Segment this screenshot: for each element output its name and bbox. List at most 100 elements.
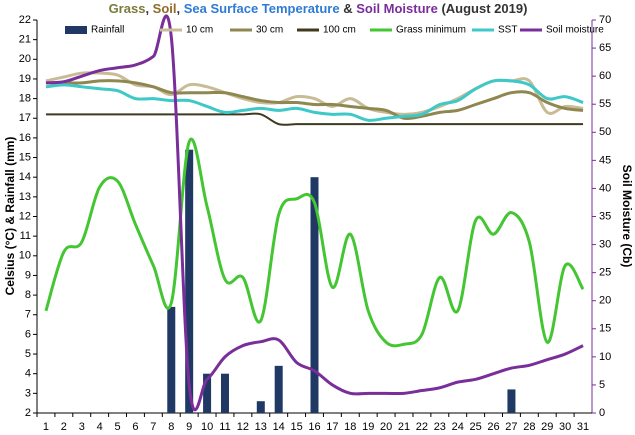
x-tick-label: 23 xyxy=(434,421,446,433)
y2-tick-label: 20 xyxy=(599,295,611,307)
title-part: , xyxy=(177,1,184,16)
rain-bar xyxy=(185,149,194,413)
x-tick-label: 20 xyxy=(380,421,392,433)
legend-label: 10 cm xyxy=(186,25,213,36)
line-series xyxy=(45,78,584,122)
title-part: & xyxy=(340,1,357,16)
x-tick-label: 15 xyxy=(290,421,302,433)
legend-label: SST xyxy=(498,25,517,36)
x-tick-label: 21 xyxy=(398,421,410,433)
chart-title: Grass, Soil, Sea Surface Temperature & S… xyxy=(109,1,528,16)
x-tick-label: 27 xyxy=(505,421,517,433)
y2-tick-label: 70 xyxy=(599,14,611,26)
y2-tick-label: 5 xyxy=(599,379,605,391)
y-tick-label: 19 xyxy=(19,73,31,85)
x-tick-label: 13 xyxy=(255,421,267,433)
x-tick-label: 10 xyxy=(201,421,213,433)
x-tick-label: 5 xyxy=(115,421,121,433)
y-tick-label: 10 xyxy=(19,250,31,262)
rain-bar xyxy=(507,389,516,413)
x-tick-label: 11 xyxy=(219,421,230,433)
y-tick-label: 3 xyxy=(25,387,31,399)
y-tick-label: 22 xyxy=(19,14,31,26)
title-part: (August 2019) xyxy=(438,1,528,16)
rain-bar xyxy=(220,373,229,413)
x-tick-label: 17 xyxy=(326,421,338,433)
x-tick-label: 18 xyxy=(344,421,356,433)
x-tick-label: 31 xyxy=(577,421,589,433)
x-tick-label: 12 xyxy=(237,421,249,433)
x-tick-label: 8 xyxy=(168,421,174,433)
x-tick-label: 26 xyxy=(487,421,499,433)
title-part: Soil Moisture xyxy=(356,1,438,16)
line-series xyxy=(45,79,584,120)
y-tick-label: 15 xyxy=(19,151,31,163)
y2-tick-label: 10 xyxy=(599,351,611,363)
y-tick-label: 12 xyxy=(19,210,31,222)
x-tick-label: 1 xyxy=(43,421,49,433)
y2-tick-label: 45 xyxy=(599,154,611,166)
rain-bar xyxy=(256,401,265,413)
legend-label: 100 cm xyxy=(323,25,356,36)
title-part: Sea Surface Temperature xyxy=(184,1,340,16)
x-tick-label: 6 xyxy=(132,421,138,433)
rain-bar xyxy=(274,365,283,413)
line-series xyxy=(44,137,585,348)
rain-bar xyxy=(310,177,319,413)
y-tick-label: 8 xyxy=(25,289,31,301)
y2-tick-label: 65 xyxy=(599,42,611,54)
legend-label: Rainfall xyxy=(91,25,124,36)
line-series xyxy=(45,14,584,412)
y2-tick-label: 55 xyxy=(599,98,611,110)
y-tick-label: 18 xyxy=(19,93,31,105)
x-tick-label: 19 xyxy=(362,421,374,433)
rain-bar xyxy=(167,306,176,413)
y-tick-label: 9 xyxy=(25,269,31,281)
x-tick-label: 24 xyxy=(452,421,464,433)
y-tick-label: 17 xyxy=(19,112,31,124)
legend-swatch xyxy=(65,26,87,34)
y2-tick-label: 60 xyxy=(599,70,611,82)
x-tick-label: 4 xyxy=(97,421,103,433)
x-tick-label: 16 xyxy=(308,421,320,433)
y-tick-label: 16 xyxy=(19,132,31,144)
title-part: , xyxy=(145,1,152,16)
y-tick-label: 5 xyxy=(25,348,31,360)
y-tick-label: 21 xyxy=(19,34,31,46)
y-tick-label: 20 xyxy=(19,53,31,65)
title-part: Grass xyxy=(109,1,146,16)
title-part: Soil xyxy=(153,1,177,16)
x-tick-label: 3 xyxy=(79,421,85,433)
y-tick-label: 2 xyxy=(25,407,31,419)
line-series xyxy=(45,112,584,126)
legend-label: 30 cm xyxy=(256,25,283,36)
y2-tick-label: 15 xyxy=(599,323,611,335)
rain-bar xyxy=(203,373,212,413)
x-tick-label: 25 xyxy=(470,421,482,433)
y-tick-label: 11 xyxy=(20,230,31,242)
y2-tick-label: 40 xyxy=(599,182,611,194)
x-tick-label: 2 xyxy=(61,421,67,433)
y-tick-label: 14 xyxy=(19,171,31,183)
y-tick-label: 13 xyxy=(19,191,31,203)
y2-tick-label: 25 xyxy=(599,267,611,279)
y2-axis-label: Soil Moisture (Cb) xyxy=(620,165,634,268)
y-axis-label: Celsius (°C) & Rainfall (mm) xyxy=(3,137,17,296)
x-tick-label: 29 xyxy=(541,421,553,433)
legend-label: Soil moisture xyxy=(546,25,604,36)
y2-tick-label: 50 xyxy=(599,126,611,138)
y2-tick-label: 0 xyxy=(599,407,605,419)
y2-tick-label: 35 xyxy=(599,210,611,222)
x-tick-label: 28 xyxy=(523,421,535,433)
y-tick-label: 6 xyxy=(25,328,31,340)
legend-label: Grass minimum xyxy=(396,25,466,36)
y-tick-label: 7 xyxy=(25,309,31,321)
x-tick-label: 9 xyxy=(186,421,192,433)
y2-tick-label: 30 xyxy=(599,238,611,250)
x-tick-label: 7 xyxy=(150,421,156,433)
x-tick-label: 14 xyxy=(273,421,285,433)
x-tick-label: 22 xyxy=(416,421,428,433)
y-tick-label: 4 xyxy=(25,368,31,380)
x-tick-label: 30 xyxy=(559,421,571,433)
